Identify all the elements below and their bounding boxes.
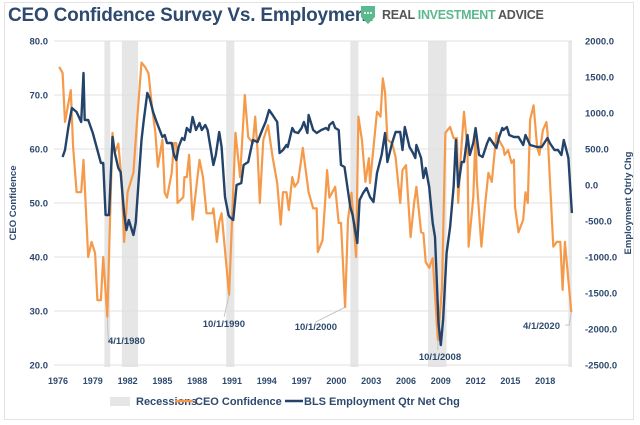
x-tick-label: 1982 bbox=[118, 376, 138, 386]
legend-label-recessions: Recessions bbox=[136, 396, 197, 408]
recession-band bbox=[350, 41, 359, 367]
y2-tick-label: 1500.0 bbox=[585, 73, 614, 84]
x-tick-label: 2012 bbox=[466, 376, 486, 386]
y2-tick-label: -1500.0 bbox=[585, 289, 617, 300]
chart-frame bbox=[4, 2, 634, 420]
y2-tick-label: 1000.0 bbox=[585, 109, 614, 120]
x-tick-label: 2000 bbox=[326, 376, 346, 386]
x-tick-label: 1976 bbox=[48, 376, 68, 386]
y2-axis-title: Employment Qtrly Chg bbox=[623, 151, 634, 254]
annotation-leader bbox=[223, 294, 230, 317]
axes: 20.0 30.0 40.0 50.0 60.0 70.0 80.0 -2500.0 -2000… bbox=[8, 37, 634, 387]
y2-tick-label: -500.0 bbox=[585, 217, 612, 228]
annotation-label: 10/1/2000 bbox=[295, 322, 337, 333]
x-tick-label: 1991 bbox=[222, 376, 242, 386]
annotation-label: 4/1/1980 bbox=[108, 336, 145, 347]
logo-text-real: REAL bbox=[382, 8, 418, 22]
y-tick-label: 60.0 bbox=[30, 145, 49, 156]
annotation-label: 10/1/2008 bbox=[419, 352, 461, 363]
recession-band bbox=[104, 41, 111, 367]
x-tick-label: 1997 bbox=[292, 376, 312, 386]
y2-tick-label: -1000.0 bbox=[585, 253, 617, 264]
annotation-label: 4/1/2020 bbox=[523, 321, 560, 332]
x-tick-label: 2006 bbox=[396, 376, 416, 386]
employment-line bbox=[61, 71, 574, 347]
legend-swatch-recessions bbox=[110, 397, 130, 406]
y2-tick-label: 500.0 bbox=[585, 145, 609, 156]
y2-tick-label: -2000.0 bbox=[585, 325, 617, 336]
y-tick-label: 40.0 bbox=[30, 253, 49, 264]
recession-bands bbox=[104, 41, 572, 367]
logo-text: REAL INVESTMENT ADVICE bbox=[382, 8, 544, 22]
recession-band bbox=[226, 41, 235, 367]
x-tick-label: 1988 bbox=[187, 376, 207, 386]
x-tick-label: 1985 bbox=[152, 376, 172, 386]
annotation-leader bbox=[314, 306, 346, 323]
shield-chat-icon bbox=[361, 6, 375, 24]
logo-text-advice: ADVICE bbox=[495, 8, 544, 22]
series-lines bbox=[58, 61, 574, 347]
y2-tick-label: 2000.0 bbox=[585, 37, 614, 48]
y-tick-label: 30.0 bbox=[30, 307, 49, 318]
x-tick-label: 1979 bbox=[83, 376, 103, 386]
y-tick-label: 80.0 bbox=[30, 37, 49, 48]
annotation-leader bbox=[106, 316, 113, 342]
y-tick-label: 50.0 bbox=[30, 199, 49, 210]
y-tick-label: 70.0 bbox=[30, 91, 49, 102]
x-tick-label: 1994 bbox=[257, 376, 277, 386]
x-tick-label: 2003 bbox=[361, 376, 381, 386]
y2-tick-label: 0.0 bbox=[585, 181, 598, 192]
ceo-confidence-line bbox=[58, 61, 573, 342]
x-tick-label: 2015 bbox=[500, 376, 520, 386]
chart-title: CEO Confidence Survey Vs. Employment bbox=[8, 5, 373, 26]
y2-tick-label: -2500.0 bbox=[585, 361, 617, 372]
recession-band bbox=[121, 41, 139, 367]
legend-label-employment: BLS Employment Qtr Net Chg bbox=[304, 396, 460, 408]
y-axis-title: CEO Confidence bbox=[8, 166, 19, 241]
x-tick-label: 2009 bbox=[431, 376, 451, 386]
annotations: 4/1/1980 10/1/1990 10/1/2000 10/1/2008 4/1/2… bbox=[106, 294, 572, 363]
logo: REAL INVESTMENT ADVICE bbox=[360, 5, 544, 25]
x-tick-label: 2018 bbox=[535, 376, 555, 386]
legend-label-ceo: CEO Confidence bbox=[195, 396, 282, 408]
annotation-leader bbox=[565, 312, 572, 326]
annotation-label: 10/1/1990 bbox=[203, 319, 245, 330]
logo-text-investment: INVESTMENT bbox=[417, 8, 496, 22]
y-tick-label: 20.0 bbox=[30, 361, 49, 372]
